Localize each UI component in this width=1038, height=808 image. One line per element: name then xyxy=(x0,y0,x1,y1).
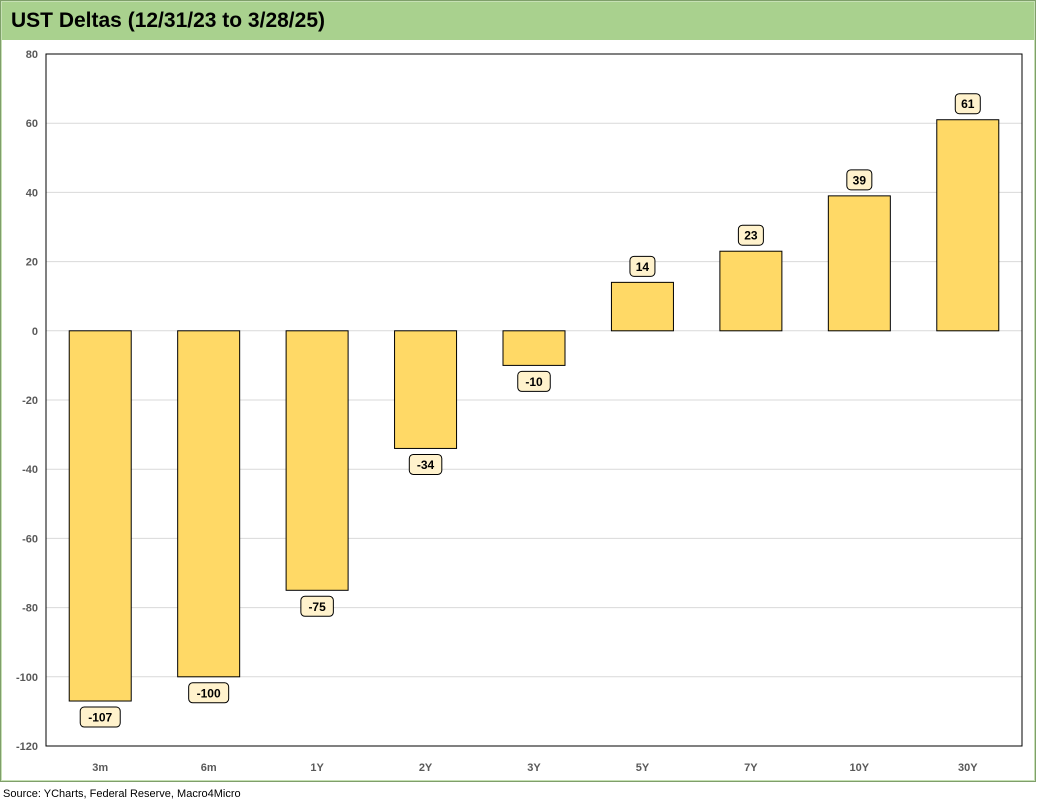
data-label-box xyxy=(300,595,334,617)
x-tick-label: 2Y xyxy=(419,762,433,774)
data-label: 23 xyxy=(744,229,758,243)
y-tick-label: -100 xyxy=(16,672,38,684)
x-tick-label: 3Y xyxy=(527,762,541,774)
x-tick-label: 3m xyxy=(92,762,108,774)
data-label: 61 xyxy=(961,97,975,111)
chart-area: 80 60 40 20 0 -20 -40 -60 -80 -100 -120 -107 3m -100 6… xyxy=(2,40,1034,780)
data-label-box xyxy=(629,255,656,277)
data-label-box xyxy=(517,370,551,392)
x-tick-label: 5Y xyxy=(636,762,650,774)
x-tick-label: 7Y xyxy=(744,762,758,774)
data-label-box xyxy=(408,453,443,475)
data-label: -100 xyxy=(197,686,221,700)
title-band: UST Deltas (12/31/23 to 3/28/25) xyxy=(2,2,1034,40)
data-label-box xyxy=(188,682,230,704)
x-tick-label: 6m xyxy=(201,762,217,774)
y-tick-label: 80 xyxy=(26,49,38,61)
y-tick-label: -120 xyxy=(16,741,38,753)
chart-title: UST Deltas (12/31/23 to 3/28/25) xyxy=(11,9,325,32)
source-note: Source: YCharts, Federal Reserve, Macro4… xyxy=(3,788,241,800)
y-tick-label: 60 xyxy=(26,118,38,130)
y-tick-label: -60 xyxy=(22,533,38,545)
data-label-box xyxy=(846,169,873,191)
chart-frame: UST Deltas (12/31/23 to 3/28/25) 80 60 40 2… xyxy=(0,0,1036,782)
bar-6m xyxy=(177,330,241,678)
y-tick-label: 20 xyxy=(26,257,38,269)
data-label: -75 xyxy=(308,600,326,614)
data-label: 39 xyxy=(853,173,867,187)
data-label: -10 xyxy=(525,375,543,389)
bar-chart: 80 60 40 20 0 -20 -40 -60 -80 -100 -120 -107 3m -100 6… xyxy=(16,49,1023,774)
bar-10Y xyxy=(827,195,891,332)
bar-3m xyxy=(68,330,132,702)
data-label-box xyxy=(737,224,764,246)
y-tick-label: -40 xyxy=(22,464,38,476)
bar-30Y xyxy=(936,119,1000,332)
data-label-box xyxy=(954,93,981,115)
data-label: -34 xyxy=(417,458,435,472)
data-label: -107 xyxy=(88,711,112,725)
bar-7Y xyxy=(719,250,783,332)
bar-2Y xyxy=(394,330,458,449)
y-tick-label: -80 xyxy=(22,603,38,615)
y-tick-label: 0 xyxy=(32,326,38,338)
bar-1Y xyxy=(285,330,349,591)
data-label-box xyxy=(79,706,121,728)
plot-border xyxy=(45,53,1023,747)
bar-5Y xyxy=(610,281,674,332)
x-tick-label: 1Y xyxy=(310,762,324,774)
x-tick-label: 10Y xyxy=(850,762,870,774)
data-label: 14 xyxy=(636,260,650,274)
x-tick-label: 30Y xyxy=(958,762,978,774)
y-tick-label: 40 xyxy=(26,187,38,199)
bar-3Y xyxy=(502,330,566,366)
y-tick-label: -20 xyxy=(22,395,38,407)
